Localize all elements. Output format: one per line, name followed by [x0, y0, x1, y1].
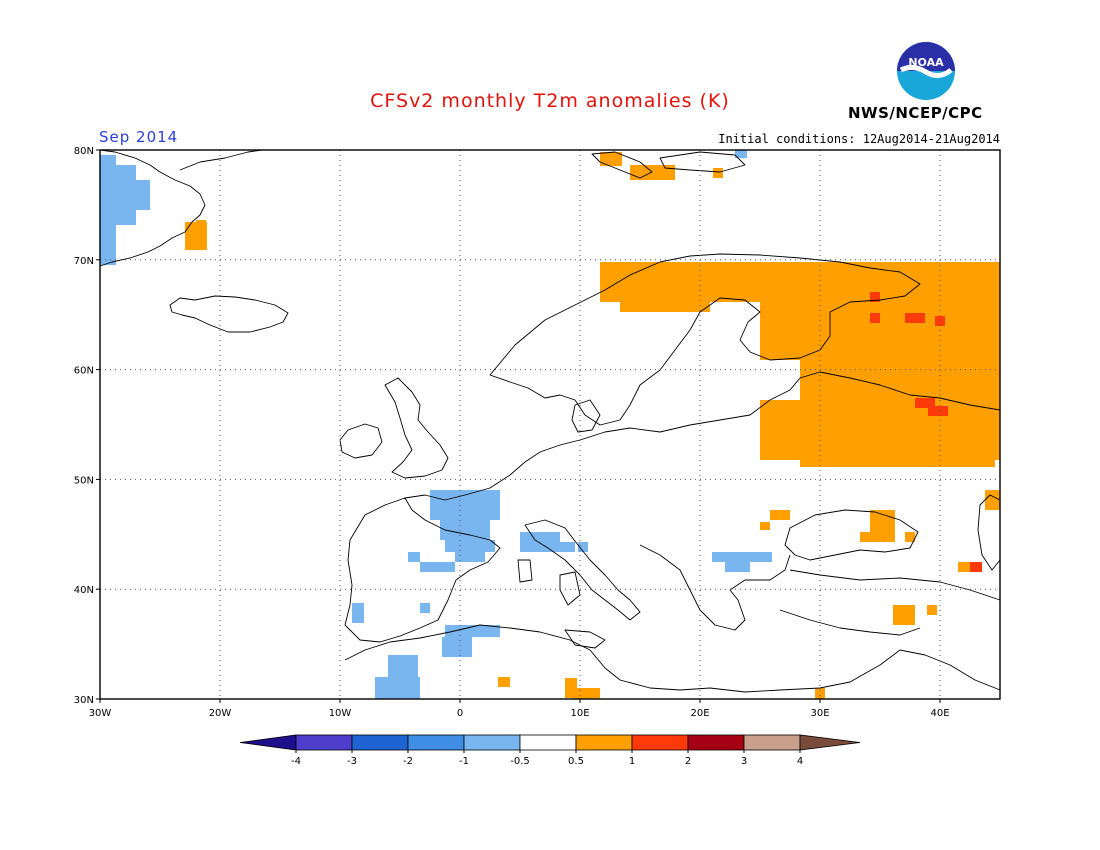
initial-conditions: Initial conditions: 12Aug2014-21Aug2014	[718, 132, 1000, 146]
colorbar-label: -1	[459, 756, 469, 767]
anomaly-cell	[970, 562, 982, 572]
anomaly-cell	[136, 180, 150, 210]
anomaly-cell	[928, 406, 948, 416]
colorbar-label: 1	[629, 756, 635, 767]
anomaly-cells	[100, 150, 1000, 699]
anomaly-cell	[915, 398, 935, 408]
anomaly-cell	[770, 510, 790, 520]
anomaly-cell	[655, 280, 755, 300]
anomaly-cell	[870, 313, 880, 323]
anomaly-cell	[735, 150, 747, 158]
colorbar: -4 -3 -2 -1 -0.5 0.5 1 2 3 4	[239, 734, 861, 767]
anomaly-cell	[860, 532, 880, 542]
colorbar-label: 3	[741, 756, 747, 767]
lat-tick-label: 50N	[74, 475, 94, 486]
lon-tick-label: 10W	[329, 708, 352, 719]
anomaly-cell	[100, 155, 116, 265]
anomaly-cell	[713, 168, 723, 178]
anomaly-cell	[440, 520, 490, 540]
anomaly-cell	[905, 532, 915, 542]
lat-tick-label: 40N	[74, 585, 94, 596]
lon-tick-label: 20W	[209, 708, 232, 719]
lon-tick-label: 30E	[810, 708, 829, 719]
anomaly-cell	[455, 552, 485, 562]
colorbar-label: -0.5	[510, 756, 530, 767]
lat-tick-label: 30N	[74, 695, 94, 706]
chart-title: CFSv2 monthly T2m anomalies (K)	[370, 90, 730, 112]
colorbar-segment	[631, 734, 689, 751]
colorbar-label: 0.5	[568, 756, 584, 767]
anomaly-cell	[408, 552, 420, 562]
anomaly-cell	[573, 688, 600, 699]
colorbar-segment	[463, 734, 521, 751]
lat-tick-label: 80N	[74, 146, 94, 157]
anomaly-cell	[352, 603, 364, 623]
anomaly-cell	[430, 490, 500, 520]
anomaly-cell	[958, 562, 970, 572]
colorbar-upper-arrow	[799, 734, 861, 751]
anomaly-cell	[388, 655, 418, 680]
anomaly-cell	[545, 542, 575, 552]
lat-tick-label: 60N	[74, 366, 94, 377]
anomaly-cell	[815, 688, 825, 699]
anomaly-cell	[578, 542, 588, 552]
lat-tick-label: 70N	[74, 256, 94, 267]
anomaly-cell	[420, 562, 455, 572]
anomaly-cell	[445, 540, 495, 552]
lat-lon-grid	[100, 150, 1000, 699]
lon-tick-label: 0	[457, 708, 463, 719]
colorbar-label: 2	[685, 756, 691, 767]
anomaly-cell	[116, 165, 136, 225]
anomaly-cell	[630, 165, 675, 180]
anomaly-cell	[760, 300, 1000, 360]
noaa-logo: NOAA	[897, 42, 955, 100]
colorbar-label: -2	[403, 756, 413, 767]
anomaly-cell	[445, 625, 500, 637]
agency-label: NWS/NCEP/CPC	[848, 104, 983, 122]
colorbar-label: -3	[347, 756, 357, 767]
anomaly-cell	[196, 220, 206, 232]
anomaly-cell	[893, 605, 915, 625]
anomaly-cell	[800, 455, 995, 467]
lon-tick-label: 10E	[570, 708, 589, 719]
colorbar-segment	[407, 734, 465, 751]
anomaly-cell	[442, 637, 472, 657]
lon-tick-label: 30W	[89, 708, 112, 719]
logo-text: NOAA	[908, 56, 944, 69]
anomaly-cell	[620, 300, 710, 312]
anomaly-cell	[712, 552, 772, 562]
colorbar-lower-arrow	[239, 734, 297, 751]
map-frame	[99, 149, 1001, 700]
colorbar-label: 4	[797, 756, 803, 767]
colorbar-segment	[575, 734, 633, 751]
colorbar-segment	[295, 734, 353, 751]
anomaly-cell	[420, 603, 430, 613]
coastlines	[99, 149, 1001, 693]
anomaly-cell	[905, 313, 925, 323]
lon-tick-label: 20E	[690, 708, 709, 719]
colorbar-segment	[743, 734, 801, 751]
anomaly-cell	[927, 605, 937, 615]
lon-tick-label: 40E	[930, 708, 949, 719]
anomaly-cell	[985, 490, 1000, 510]
anomaly-cell	[600, 152, 622, 166]
colorbar-label: -4	[291, 756, 301, 767]
anomaly-cell	[375, 677, 420, 699]
anomaly-cell	[725, 562, 750, 572]
colorbar-segment	[351, 734, 409, 751]
colorbar-segment	[687, 734, 745, 751]
forecast-month: Sep 2014	[99, 128, 179, 146]
anomaly-cell	[760, 522, 770, 530]
anomaly-cell	[760, 400, 1000, 460]
anomaly-cell	[870, 292, 880, 302]
axis-ticks: 80N 70N 60N 50N 40N 30N 30W 20W 10W 0 10E 20E 30E 40E	[74, 146, 950, 719]
colorbar-segment	[519, 734, 577, 751]
anomaly-cell	[498, 677, 510, 687]
